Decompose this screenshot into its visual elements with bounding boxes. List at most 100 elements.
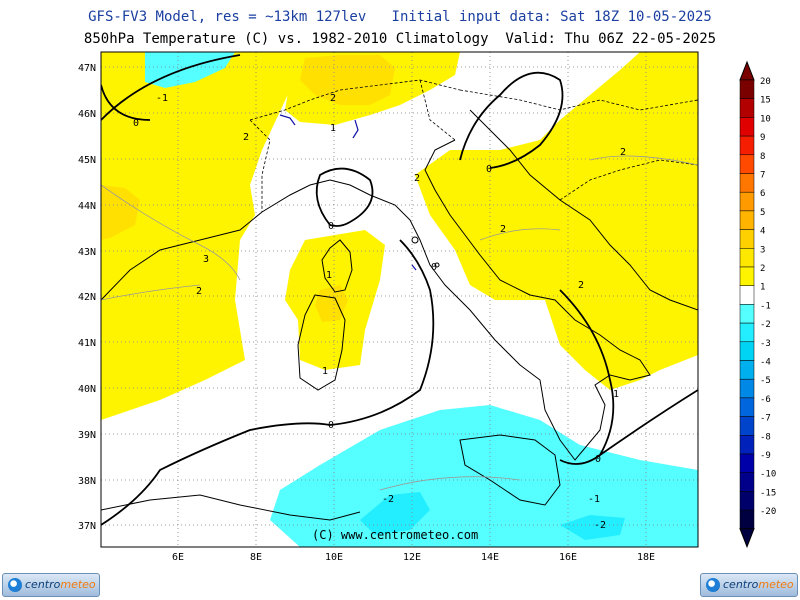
lat-tick-label: 47N [78, 63, 96, 74]
legend-swatch [739, 229, 755, 249]
legend-label: -10 [760, 470, 776, 480]
anomaly-area-west [101, 52, 305, 420]
contour-label: 0 [328, 420, 334, 431]
lat-tick-label: 38N [78, 476, 96, 487]
legend-label: -4 [760, 358, 771, 368]
anomaly-area-negative-core [360, 492, 430, 535]
legend-swatch [739, 491, 755, 511]
anomaly-area-plus3-alps [300, 55, 395, 105]
legend-swatch [739, 397, 755, 417]
contour-labels: -1 2 2 1 2 2 2 3 2 1 1 2 1 -2 -1 -2 0 0 … [133, 93, 626, 531]
lat-tick-label: 44N [78, 201, 96, 212]
logo-text: centrometeo [723, 578, 794, 591]
legend-label: 6 [760, 189, 765, 199]
legend-label: 5 [760, 208, 765, 218]
contour-label: 2 [330, 93, 336, 104]
anomaly-area-plus3-west [101, 185, 140, 240]
lat-tick-label: 45N [78, 155, 96, 166]
legend-label: 15 [760, 96, 771, 106]
legend-label: 2 [760, 264, 765, 274]
contour-label: 1 [322, 366, 328, 377]
lat-tick-label: 41N [78, 338, 96, 349]
legend-swatch [739, 472, 755, 492]
credit-text: (C) www.centrometeo.com [312, 528, 478, 542]
contour-label: 2 [578, 280, 584, 291]
lon-tick-label: 12E [403, 552, 421, 563]
map-frame [100, 51, 699, 548]
legend-swatch [739, 191, 755, 212]
contour-label: -2 [382, 494, 394, 505]
contour-label: 1 [613, 389, 619, 400]
contour-label: 2 [414, 173, 420, 184]
centrometeo-logo-left[interactable]: centrometeo [2, 573, 100, 597]
legend-label: -20 [760, 507, 776, 517]
contour-label: 0 [486, 164, 492, 175]
lakes [279, 114, 417, 271]
zero-contours [101, 54, 698, 526]
legend-swatch [739, 360, 755, 380]
legend-label: -6 [760, 395, 771, 405]
legend-label: -9 [760, 451, 771, 461]
contour-label: 0 [595, 454, 601, 465]
legend-label: 4 [760, 227, 765, 237]
legend-swatch [739, 154, 755, 174]
lon-tick-label: 14E [481, 552, 499, 563]
borders [249, 79, 698, 212]
lon-ticks: 6E 8E 10E 12E 14E 16E 18E [172, 552, 655, 563]
legend-label: 10 [760, 114, 771, 124]
centrometeo-logo-right[interactable]: centrometeo [700, 573, 798, 597]
contour-label: 2 [620, 147, 626, 158]
contour-label: 2 [500, 224, 506, 235]
chart-subtitle: 850hPa Temperature (C) vs. 1982-2010 Cli… [83, 31, 717, 47]
legend-swatch [739, 435, 755, 455]
legend-label: -7 [760, 414, 771, 424]
legend-swatch [739, 117, 755, 137]
legend-swatch [739, 135, 755, 156]
legend-swatch [739, 266, 755, 286]
contour-label: -1 [588, 494, 600, 505]
contour-label: 2 [243, 132, 249, 143]
contour-label: 1 [326, 270, 332, 281]
legend-swatch [739, 378, 755, 399]
legend-arrow-bottom [739, 528, 755, 549]
lat-ticks: 47N 46N 45N 44N 43N 42N 41N 40N 39N 38N … [78, 63, 96, 532]
contour-label: 0 [431, 262, 437, 273]
legend-arrow-top [739, 60, 755, 81]
legend-swatch [739, 453, 755, 473]
contour-label: 1 [330, 123, 336, 134]
globe-icon [8, 578, 22, 592]
contour-label: 2 [196, 286, 202, 297]
legend-label: -3 [760, 339, 771, 349]
contour-label: -1 [156, 93, 168, 104]
contour-label: -2 [594, 520, 606, 531]
lon-tick-label: 16E [559, 552, 577, 563]
globe-icon [706, 578, 720, 592]
legend-swatch [739, 98, 755, 118]
legend-label: -2 [760, 320, 771, 330]
legend-swatch [739, 79, 755, 99]
graticule [101, 52, 698, 547]
logo-text: centrometeo [25, 578, 96, 591]
legend-swatch [739, 210, 755, 230]
lon-tick-label: 6E [172, 552, 184, 563]
legend-label: -1 [760, 301, 771, 311]
legend-label: 20 [760, 77, 771, 87]
coastlines [101, 109, 698, 521]
legend-label: 1 [760, 283, 765, 293]
lat-tick-label: 43N [78, 247, 96, 258]
anomaly-area-adriatic [415, 52, 698, 390]
lon-tick-label: 10E [325, 552, 343, 563]
legend-label: 7 [760, 171, 765, 181]
legend-swatch [739, 173, 755, 193]
legend-label: 3 [760, 245, 765, 255]
anomaly-area-negative-core-east [560, 515, 625, 540]
lat-tick-label: 42N [78, 292, 96, 303]
legend-swatch [739, 248, 755, 268]
legend-swatch [739, 509, 755, 530]
legend-swatch [739, 304, 755, 324]
color-legend: 20 15 10 9 8 7 6 5 4 3 2 1 -1 -2 -3 -4 -5 -6 -7 -8 -9 -10 -15 -… [739, 60, 776, 549]
contour-label: 0 [133, 118, 139, 129]
anomaly-contours [101, 155, 698, 491]
legend-label: -5 [760, 376, 771, 386]
